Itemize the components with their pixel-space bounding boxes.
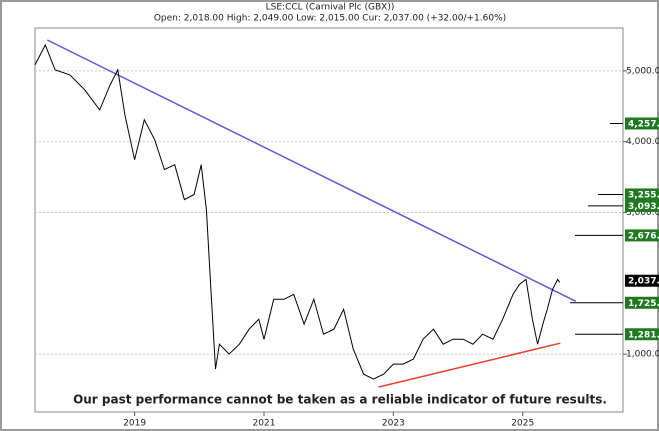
level-label: 2,676.8 <box>628 231 659 241</box>
plot-area <box>34 27 624 413</box>
level-label: 1,725.5 <box>628 299 659 309</box>
chart-subtitle: Open: 2,018.00 High: 2,049.00 Low: 2,015… <box>154 14 506 24</box>
x-tick-label: 2021 <box>253 419 276 429</box>
y-tick-label: 5,000.00 <box>626 66 659 76</box>
level-label: 3,093.1 <box>628 202 659 212</box>
trend-line <box>46 39 577 302</box>
level-tag <box>625 328 659 341</box>
x-tick-label: 2019 <box>123 419 146 429</box>
level-tag <box>625 274 659 287</box>
y-tick-label: 4,000.00 <box>626 137 659 147</box>
level-label: 3,255.4 <box>628 190 659 200</box>
price-line <box>34 43 561 380</box>
level-tag <box>625 117 659 130</box>
disclaimer: Our past performance cannot be taken as … <box>73 393 607 407</box>
x-tick-label: 2023 <box>382 419 405 429</box>
x-tick-label: 2025 <box>511 419 534 429</box>
level-label: 4,257.3 <box>628 120 659 130</box>
y-tick-label: 1,000.00 <box>626 350 659 360</box>
level-tag <box>625 199 659 212</box>
trend-line <box>378 342 561 388</box>
level-label: 2,037.00 <box>628 277 659 287</box>
y-tick-label: 3,000.00 <box>626 208 659 218</box>
level-tag <box>625 188 659 201</box>
chart-title: LSE:CCL (Carnival Plc (GBX)) <box>266 3 395 13</box>
level-label: 1,281.0 <box>628 330 659 340</box>
level-tag <box>625 296 659 309</box>
level-tag <box>625 229 659 242</box>
